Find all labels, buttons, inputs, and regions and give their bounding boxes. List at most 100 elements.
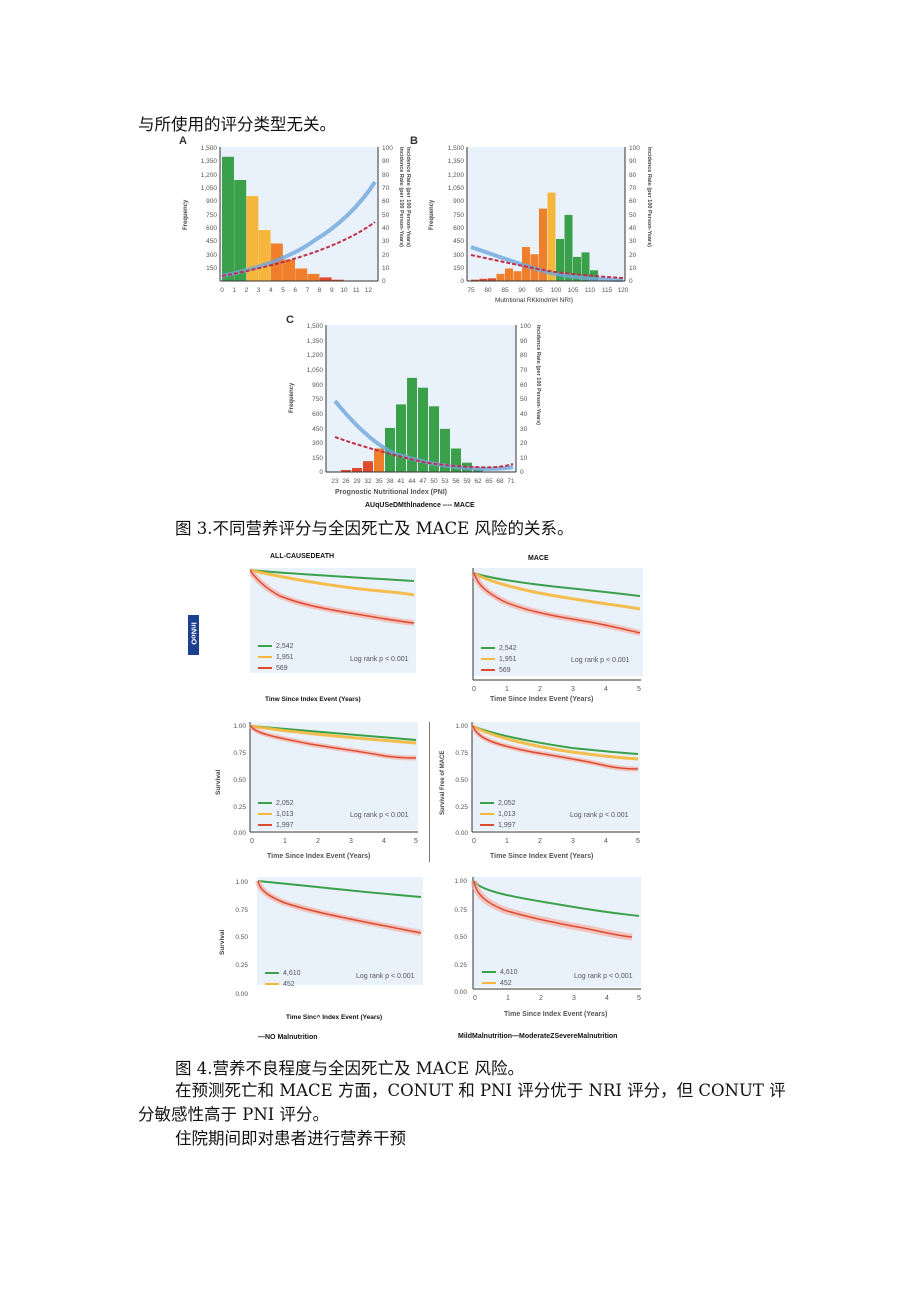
svg-text:100: 100 [629,145,640,152]
svg-text:Incidence Rate (per 100 Person: Incidence Rate (per 100 Person-Years) [405,147,411,247]
svg-text:5: 5 [636,838,640,845]
svg-text:20: 20 [629,252,637,259]
svg-text:Survival: Survival [219,930,226,955]
legend-count: 452 [500,980,512,987]
intro-text: 与所使用的评分类型无关。 [138,115,336,134]
svg-text:300: 300 [312,440,323,447]
svg-text:70: 70 [382,185,390,192]
svg-text:1: 1 [283,838,287,845]
legend-swatch-green [480,802,494,805]
svg-text:12: 12 [365,287,373,294]
col-title-all-cause-death: ALL-CAUSEDEATH [270,553,335,560]
logrank-text: Log rank p < 0.001 [570,812,629,819]
svg-text:3: 3 [571,686,575,693]
legend-swatch-red [480,824,494,827]
svg-text:0: 0 [520,469,524,476]
panel-c-xlabel: Prognostic Nutritional Index (PNI) [335,489,448,496]
svg-text:59: 59 [463,478,471,485]
legend-no-malnutrition: —NO Malnutrition [258,1034,318,1041]
legend-count: 1,997 [276,822,294,829]
svg-text:2: 2 [538,686,542,693]
svg-text:105: 105 [568,287,579,294]
svg-text:1.00: 1.00 [233,723,246,730]
legend-count: 1,951 [499,656,517,663]
svg-text:600: 600 [453,225,464,232]
svg-text:80: 80 [629,172,637,179]
svg-text:3: 3 [257,287,261,294]
legend-swatch-red [481,669,495,672]
svg-text:35: 35 [375,478,383,485]
svg-text:0.50: 0.50 [233,777,246,784]
svg-text:1,050: 1,050 [307,367,324,374]
figure3-panel-c: C 1,500 1,350 1,200 1,050 900 750 600 450 300 150… [283,313,548,513]
svg-text:71: 71 [507,478,515,485]
svg-text:1,200: 1,200 [307,352,324,359]
logrank-text: Log rank p < 0.001 [356,973,415,980]
legend-count: 569 [276,665,288,672]
svg-text:2: 2 [539,995,543,1002]
svg-text:0.50: 0.50 [455,777,468,784]
svg-text:50: 50 [520,396,528,403]
legend-swatch-green [481,647,495,650]
svg-text:4: 4 [382,838,386,845]
logrank-text: Log rank p < 0.001 [571,657,630,664]
panel-b-chart: 1,5001,3501,2001,0509007506004503001500 … [405,145,652,294]
svg-text:40: 40 [382,225,390,232]
svg-text:10: 10 [520,455,528,462]
logrank-text: Log rank p < 0.001 [350,812,409,819]
svg-text:1,050: 1,050 [201,185,218,192]
svg-text:5: 5 [414,838,418,845]
svg-text:1: 1 [505,838,509,845]
svg-text:0: 0 [473,995,477,1002]
km-legend: 4,610 452 [482,967,518,989]
svg-text:1.00: 1.00 [455,723,468,730]
svg-text:450: 450 [206,238,217,245]
svg-text:0.00: 0.00 [235,991,248,998]
svg-text:3: 3 [572,995,576,1002]
svg-text:2: 2 [538,838,542,845]
svg-text:9: 9 [330,287,334,294]
legend-count: 4,610 [500,969,518,976]
km-chart: 1.00 0.75 0.50 0.25 0.00 0 1 2 3 4 5 Survival Fre… [440,722,640,845]
svg-text:90: 90 [382,158,390,165]
svg-text:29: 29 [353,478,361,485]
svg-text:3: 3 [571,838,575,845]
svg-text:5: 5 [637,995,641,1002]
svg-text:100: 100 [520,323,531,330]
svg-text:300: 300 [206,252,217,259]
logrank-text: Log rank p < 0.001 [350,656,409,663]
svg-text:32: 32 [364,478,372,485]
svg-text:900: 900 [453,198,464,205]
km-row1-left-xlabel: Tinw Since Index Event (Years) [265,696,361,703]
km-legend: 4,610 452 [265,968,301,990]
legend-swatch-yellow [481,658,495,661]
svg-text:38: 38 [386,478,394,485]
legend-swatch-green [265,972,279,975]
svg-text:120: 120 [618,287,629,294]
svg-text:90: 90 [629,158,637,165]
svg-text:3: 3 [349,838,353,845]
svg-text:95: 95 [535,287,543,294]
svg-text:600: 600 [312,411,323,418]
km-legend: 2,052 1,013 1,997 [480,798,516,831]
svg-text:68: 68 [496,478,504,485]
km-chart [247,568,416,673]
svg-text:900: 900 [206,198,217,205]
row-badge: InNoO [188,615,199,655]
legend-count: 1,951 [276,654,294,661]
svg-text:23: 23 [331,478,339,485]
svg-text:0.25: 0.25 [235,962,248,969]
km-row3-left-xlabel: Time Sinc^ Index Event (Years) [286,1014,383,1021]
svg-text:10: 10 [629,265,637,272]
figure4-caption: 图 4.营养不良程度与全因死亡及 MACE 风险。 [175,1059,524,1078]
legend-swatch-yellow [258,656,272,659]
svg-text:60: 60 [382,198,390,205]
svg-text:2: 2 [245,287,249,294]
svg-text:1,200: 1,200 [201,172,218,179]
svg-text:Incidence Rate (per 100 Person: Incidence Rate (per 100 Person-Years) [646,147,652,247]
svg-text:110: 110 [585,287,596,294]
legend-count: 4,610 [283,970,301,977]
svg-text:2: 2 [316,838,320,845]
svg-text:0.00: 0.00 [454,989,467,996]
